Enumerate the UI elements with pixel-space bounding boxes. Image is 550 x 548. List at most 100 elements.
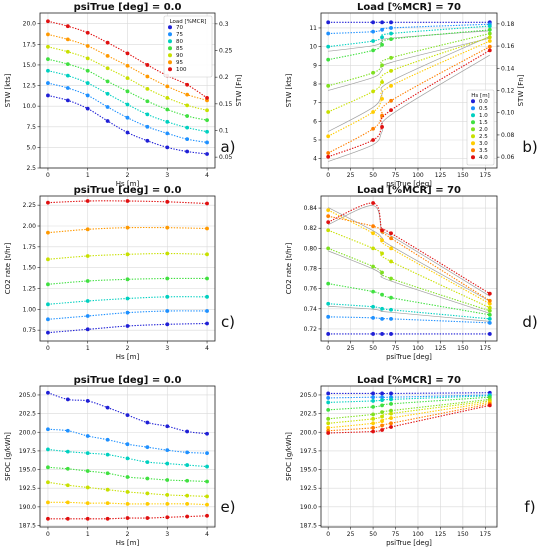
data-point [85, 399, 90, 403]
y2-tick-label: 0.25 [219, 48, 233, 55]
data-point [46, 500, 50, 505]
x-tick-label: 0 [326, 531, 330, 538]
data-point [205, 140, 209, 145]
chart-title: Load [%MCR] = 70 [357, 2, 461, 13]
x-tick-label: 0 [326, 172, 330, 179]
y-axis-label: STW [kts] [285, 73, 293, 107]
envelope-line [328, 36, 490, 132]
data-point [389, 416, 393, 420]
data-point [85, 93, 90, 98]
data-point [105, 437, 110, 442]
y2-tick-label: 0.16 [501, 43, 515, 50]
legend-title: Hs [m] [471, 93, 489, 99]
data-point [371, 48, 375, 53]
data-point [371, 289, 375, 294]
data-point [105, 40, 110, 45]
y2-tick-label: 0.2 [219, 74, 229, 81]
data-point [371, 264, 375, 269]
data-point [65, 24, 70, 29]
data-point [205, 494, 209, 499]
data-point [165, 199, 170, 204]
data-point [105, 79, 110, 84]
data-point [46, 330, 50, 335]
data-point [205, 309, 209, 313]
data-point [380, 97, 384, 101]
data-point [165, 515, 170, 520]
y2-tick-label: 0.06 [501, 154, 515, 161]
data-point [46, 57, 50, 62]
data-point [371, 425, 375, 430]
data-point [205, 321, 209, 326]
y-tick-label: 12.5 [23, 83, 37, 90]
data-point [371, 399, 375, 403]
y-tick-label: 187.5 [19, 523, 36, 530]
data-point [65, 516, 70, 521]
data-point [125, 475, 130, 479]
data-point [326, 314, 331, 319]
data-point [125, 490, 130, 494]
data-point [65, 466, 70, 471]
x-tick-label: 25 [347, 172, 355, 179]
data-point [371, 404, 375, 409]
y-tick-label: 205.0 [300, 392, 317, 399]
data-point [487, 298, 492, 303]
series-line [47, 428, 208, 454]
data-point [185, 137, 190, 142]
data-point [46, 19, 50, 24]
data-point [185, 82, 190, 87]
x-tick-label: 100 [412, 172, 424, 179]
x-tick-label: 150 [457, 345, 469, 352]
data-point [389, 421, 393, 426]
data-point [46, 447, 50, 452]
plot-frame [320, 385, 498, 528]
chart-panel-e: 0 1 2 3 4 187.5 190.0 192.5 195.0 197.5 200.0 202.5… [4, 375, 236, 547]
data-point [326, 391, 331, 396]
data-point [380, 423, 384, 428]
x-tick-label: 75 [392, 345, 400, 352]
y-tick-label: 9 [313, 62, 317, 69]
data-point [326, 134, 331, 139]
data-point [389, 276, 393, 281]
data-point [487, 320, 492, 325]
x-axis-label: psiTrue [deg] [386, 539, 432, 547]
data-point [371, 395, 375, 400]
data-point [487, 291, 492, 296]
data-point [326, 301, 331, 306]
data-point [205, 276, 209, 281]
data-point [326, 407, 331, 412]
y2-tick-label: 0.10 [501, 110, 515, 117]
x-tick-label: 4 [205, 345, 209, 352]
data-point [371, 231, 375, 236]
legend-entry: 1.0 [479, 113, 488, 119]
data-point [145, 516, 150, 520]
data-point [185, 450, 190, 455]
data-point [380, 391, 384, 396]
x-tick-label: 1 [86, 345, 90, 352]
data-point [165, 276, 170, 281]
data-point [165, 119, 170, 124]
data-point [389, 68, 393, 73]
data-point [371, 20, 375, 25]
data-point [371, 224, 375, 229]
y2-tick-label: 0.14 [501, 65, 515, 72]
y-tick-label: 202.5 [19, 411, 36, 418]
legend-marker [168, 67, 172, 72]
x-tick-label: 100 [412, 345, 424, 352]
y-axis-label: SFOC [g/kWh] [4, 432, 12, 481]
y-tick-label: 200.0 [300, 429, 317, 436]
data-point [389, 231, 393, 236]
data-point [326, 214, 331, 219]
data-point [125, 63, 130, 68]
legend-marker [168, 39, 172, 44]
data-point [389, 83, 393, 88]
data-point [487, 39, 492, 43]
chart-panel-a: 0 1 2 3 4 2.5 5.0 7.5 10.0 12.5 15.0 17.5 20.0 0.05 0.… [4, 2, 243, 188]
data-point [389, 411, 393, 416]
data-point [326, 44, 331, 49]
x-tick-label: 75 [392, 172, 400, 179]
series-line [47, 46, 208, 111]
y-tick-label: 2.00 [23, 223, 37, 230]
data-point [145, 445, 150, 450]
envelope-line [328, 205, 491, 297]
data-point [326, 228, 331, 233]
